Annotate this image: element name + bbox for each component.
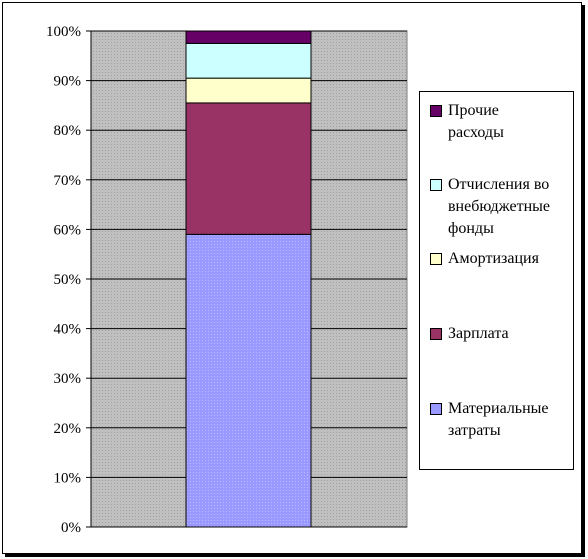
chart-svg: 0% 10% 20% 30% 40% 50% 60% 70% 80% 90% 100% xyxy=(46,24,408,536)
y-tick-label: 90% xyxy=(54,74,82,90)
legend-item-other: Прочие расходы xyxy=(430,100,570,144)
plot-area: 0% 10% 20% 30% 40% 50% 60% 70% 80% 90% 100% xyxy=(46,24,408,536)
bar-segment-3 xyxy=(185,42,312,79)
legend-item-materials: Материальные затраты xyxy=(430,398,570,442)
y-tick-label: 100% xyxy=(46,24,81,40)
bar-segment-2 xyxy=(185,77,312,104)
legend-swatch-depreciation xyxy=(430,253,442,265)
bar-segment-4 xyxy=(185,30,312,44)
y-tick-label: 30% xyxy=(54,371,82,387)
legend-swatch-materials xyxy=(430,403,442,415)
legend-label-social-funds-2: внебюджетные xyxy=(448,198,550,215)
legend-label-other-2: расходы xyxy=(448,124,504,141)
legend-label-social-funds-3: фонды xyxy=(448,220,494,237)
legend-swatch-other xyxy=(430,105,442,117)
legend-item-depreciation: Амортизация xyxy=(430,248,570,270)
legend-label-social-funds-1: Отчисления во xyxy=(448,176,550,193)
legend-label-other-1: Прочие xyxy=(448,102,499,119)
y-tick-label: 80% xyxy=(54,123,82,139)
y-tick-label: 0% xyxy=(61,520,81,536)
y-tick-label: 50% xyxy=(54,272,82,288)
legend-label-salary: Зарплата xyxy=(448,325,509,342)
y-tick-label: 60% xyxy=(54,222,82,238)
legend: Прочие расходы Отчисления во внебюджетны… xyxy=(419,91,574,470)
y-tick-label: 20% xyxy=(54,421,82,437)
chart-frame: 0% 10% 20% 30% 40% 50% 60% 70% 80% 90% 100% Прочие… xyxy=(2,2,582,554)
legend-label-depreciation: Амортизация xyxy=(448,250,539,267)
y-tick-label: 40% xyxy=(54,322,82,338)
legend-label-materials-2: затраты xyxy=(448,422,501,439)
legend-item-social-funds: Отчисления во внебюджетные фонды xyxy=(430,174,570,240)
legend-swatch-salary xyxy=(430,328,442,340)
bar-segment-0 xyxy=(185,233,312,528)
legend-swatch-social-funds xyxy=(430,179,442,191)
legend-item-salary: Зарплата xyxy=(430,323,570,345)
y-tick-label: 10% xyxy=(54,470,82,486)
bar-segment-1 xyxy=(185,102,312,235)
legend-label-materials-1: Материальные xyxy=(448,400,549,417)
y-tick-label: 70% xyxy=(54,173,82,189)
